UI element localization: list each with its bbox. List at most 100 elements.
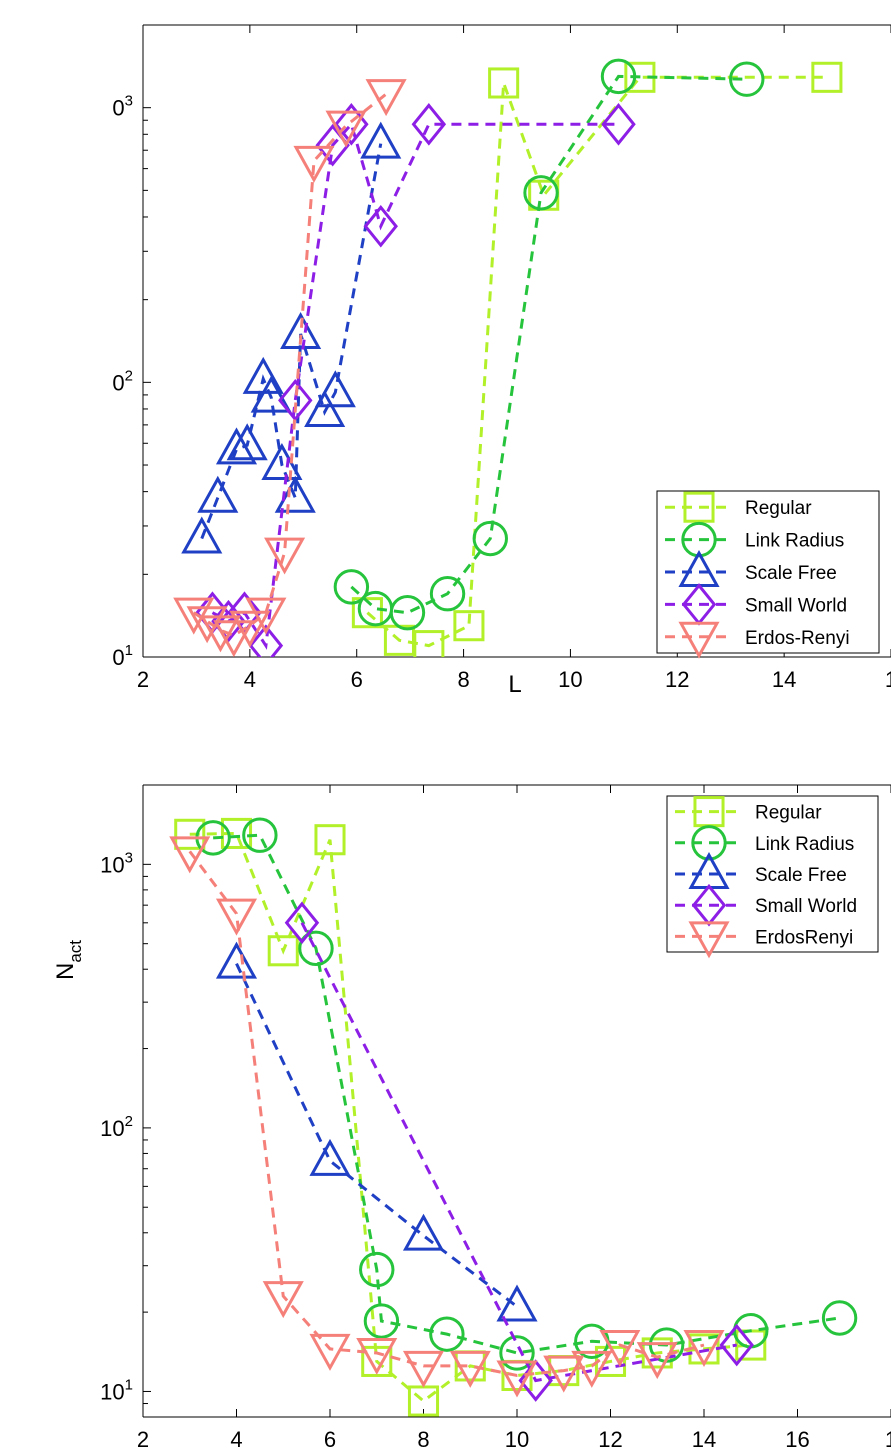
series-line <box>211 121 619 650</box>
data-point <box>359 1251 395 1288</box>
y-tick-label: 102 <box>100 1113 133 1141</box>
data-point <box>571 1350 613 1388</box>
series-line <box>350 74 747 615</box>
x-tick-label: 2 <box>137 1427 149 1452</box>
data-point <box>245 597 287 635</box>
legend-label: ErdosRenyi <box>755 927 853 948</box>
data-point <box>229 610 271 648</box>
series-line <box>235 962 518 1308</box>
data-point <box>220 817 253 849</box>
y-tick-label: 02 <box>112 367 133 395</box>
legend: Regular Link Radius Scale Free Small World E… <box>666 795 879 959</box>
x-tick-label: 12 <box>598 1427 622 1452</box>
data-point <box>402 1213 445 1251</box>
data-point <box>325 110 367 148</box>
data-point <box>361 1345 393 1377</box>
series-erdosrenyi <box>169 836 725 1398</box>
x-tick-label: 12 <box>665 667 689 692</box>
y-axis-label: Nact <box>52 940 85 980</box>
data-point <box>389 594 426 631</box>
data-point <box>280 311 322 349</box>
data-point <box>173 597 215 635</box>
series-link-radius <box>333 58 765 631</box>
legend-label: Scale Free <box>745 563 837 584</box>
data-point <box>683 1330 725 1368</box>
data-point <box>264 537 306 575</box>
data-point <box>211 599 246 643</box>
data-point <box>360 121 402 159</box>
chart-2: 2 4 6 8 10 12 14 16 1 101 102 103 Nact Regular Link Ra… <box>52 784 891 1452</box>
data-point <box>365 79 407 117</box>
legend-label: Link Radius <box>755 834 854 855</box>
series-line <box>188 850 705 1377</box>
legend-label: Regular <box>745 498 812 519</box>
series-line <box>366 75 827 648</box>
data-point <box>199 615 242 653</box>
data-point <box>496 1284 538 1322</box>
series-erdos-renyi <box>173 79 407 657</box>
data-point <box>169 836 211 874</box>
series-small-world <box>284 901 754 1402</box>
series-regular <box>351 61 843 657</box>
data-point <box>174 818 206 850</box>
series-scale-free <box>215 941 538 1322</box>
data-point <box>215 898 258 936</box>
data-point <box>429 1316 465 1352</box>
data-point <box>811 61 843 93</box>
legend-marker <box>691 825 727 861</box>
data-point <box>600 58 637 95</box>
data-point <box>314 824 346 856</box>
data-point <box>599 1330 641 1368</box>
data-point <box>227 591 262 634</box>
data-point <box>488 67 520 99</box>
legend-box <box>656 490 880 654</box>
legend-label: Regular <box>755 803 822 824</box>
x-tick-label: 16 <box>785 1427 809 1452</box>
chart-1: 2 4 6 8 10 12 14 1 01 02 03 L Regular Link Radius Scal… <box>112 24 891 698</box>
data-point <box>267 935 299 967</box>
data-point <box>213 620 255 657</box>
data-point <box>449 1350 491 1388</box>
series-small-world <box>195 103 636 657</box>
legend-marker <box>683 491 715 523</box>
data-point <box>472 520 508 557</box>
data-point <box>351 597 383 629</box>
legend-label: Erdos-Renyi <box>745 628 850 649</box>
y-tick-label: 01 <box>112 642 133 670</box>
y-tick-label: 103 <box>100 849 133 877</box>
data-point <box>356 1337 398 1375</box>
data-point <box>429 576 466 612</box>
legend-label: Link Radius <box>745 531 844 552</box>
data-point <box>284 901 320 945</box>
plot-area <box>173 58 843 657</box>
data-point <box>821 1300 858 1336</box>
data-point <box>314 370 356 408</box>
x-tick-label: 8 <box>417 1427 429 1452</box>
y-tick-label: 03 <box>112 93 133 121</box>
data-point <box>411 103 447 146</box>
data-point <box>543 1355 585 1393</box>
y-tick-label: 101 <box>100 1376 133 1404</box>
series-line <box>213 833 840 1355</box>
data-point <box>309 1138 351 1176</box>
x-tick-label: 1 <box>885 1427 891 1452</box>
data-point <box>363 1303 400 1339</box>
x-tick-label: 4 <box>244 667 256 692</box>
x-tick-label: 14 <box>692 1427 716 1452</box>
x-tick-label: 6 <box>324 1427 336 1452</box>
data-point <box>278 379 313 422</box>
plot-area <box>169 817 858 1417</box>
series-scale-free <box>181 121 402 554</box>
data-point <box>181 516 223 554</box>
data-point <box>215 427 258 465</box>
data-point <box>226 423 268 461</box>
data-point <box>729 61 765 97</box>
data-point <box>333 569 370 605</box>
x-tick-label: 10 <box>505 1427 529 1452</box>
data-point <box>601 103 636 146</box>
data-point <box>496 1360 538 1398</box>
legend: Regular Link Radius Scale Free Small World E… <box>656 490 880 659</box>
data-point <box>262 1281 304 1319</box>
x-tick-label: 10 <box>558 667 582 692</box>
